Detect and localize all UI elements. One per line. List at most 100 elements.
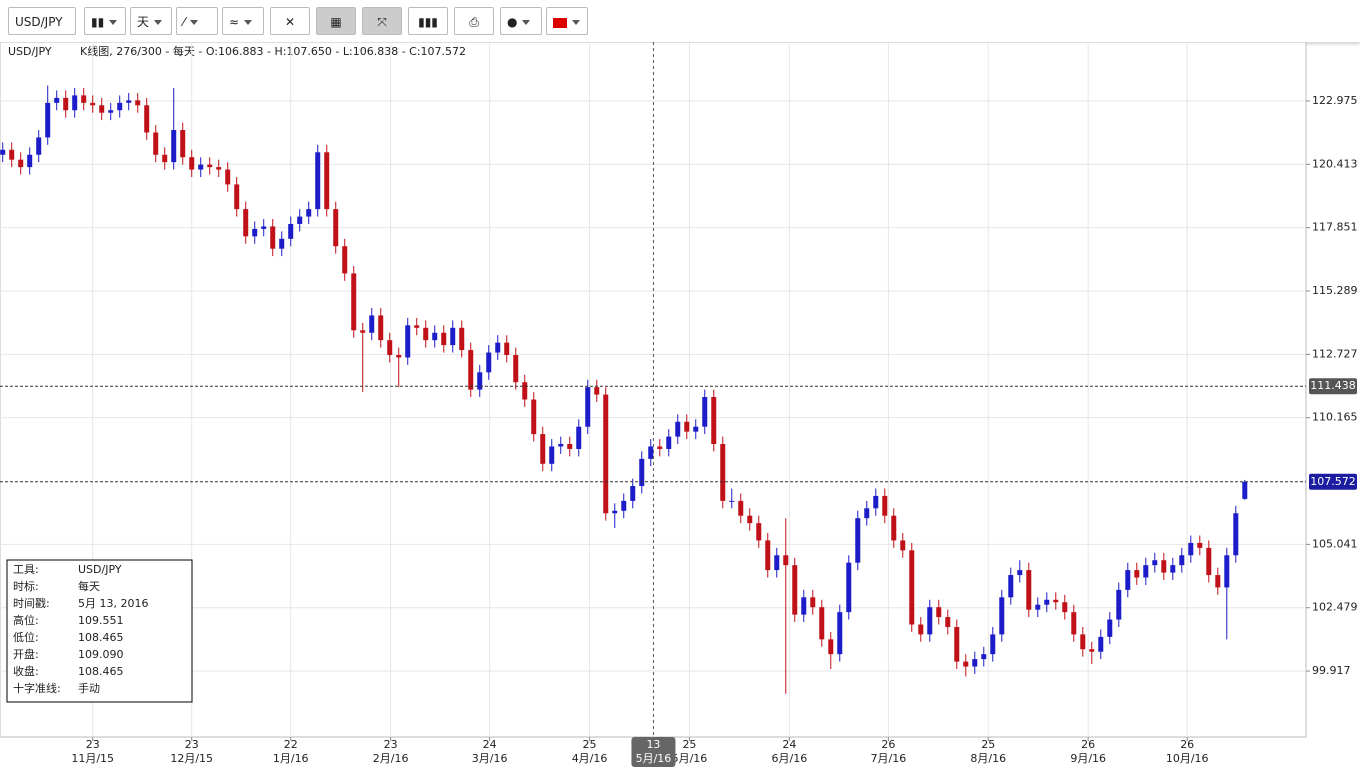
candle-body xyxy=(648,446,654,459)
candle-body xyxy=(369,315,375,333)
candle-body xyxy=(756,523,762,541)
candle-body xyxy=(396,355,402,358)
candle-body xyxy=(126,100,132,103)
chart-type[interactable]: ▮▮ xyxy=(84,7,126,35)
candle-body xyxy=(9,149,15,160)
candle-body xyxy=(576,426,582,449)
candle-body xyxy=(675,421,681,437)
candle-body xyxy=(666,436,672,449)
x-tick-label: 25 xyxy=(583,738,597,751)
info-key: 高位: xyxy=(13,613,39,627)
candle-body xyxy=(1134,570,1140,578)
candle-body xyxy=(342,246,348,274)
period-select[interactable]: 天 xyxy=(130,7,172,35)
candle-body xyxy=(216,167,222,170)
x-tick-label: 23 xyxy=(86,738,100,751)
candle-body xyxy=(441,332,447,346)
period: 天 xyxy=(137,15,150,29)
candle-body xyxy=(936,607,942,618)
chart-header: K线图, 276/300 - 每天 - O:106.883 - H:107.65… xyxy=(80,44,466,58)
candle-body xyxy=(468,350,474,390)
candle-body xyxy=(1053,599,1059,603)
info-value: 108.465 xyxy=(78,631,124,644)
candle-body xyxy=(729,500,735,502)
candle-body xyxy=(531,399,537,435)
language[interactable] xyxy=(546,7,588,35)
y-tick-label: 110.165 xyxy=(1312,411,1358,424)
candle-body xyxy=(963,661,969,667)
candle-body xyxy=(720,444,726,501)
candle-body xyxy=(864,508,870,519)
candle-body xyxy=(225,169,231,185)
info-key: 开盘: xyxy=(13,647,39,661)
candle-body xyxy=(81,95,87,103)
candle-body xyxy=(1035,604,1041,610)
info-value: 109.090 xyxy=(78,648,124,661)
candle-body xyxy=(855,518,861,563)
candle-body xyxy=(828,639,834,655)
crosshair-month: 5月/16 xyxy=(636,752,672,765)
candle-body xyxy=(198,164,204,170)
info-value: 5月 13, 2016 xyxy=(78,597,148,610)
candle-body xyxy=(900,540,906,551)
candle-body xyxy=(1170,565,1176,573)
candle-body xyxy=(1071,612,1077,635)
candle-body xyxy=(1044,599,1050,605)
candle-body xyxy=(207,164,213,168)
y-tick-label: 117.851 xyxy=(1312,221,1358,234)
candle-body xyxy=(432,332,438,341)
candle-body xyxy=(702,397,708,427)
candle-body xyxy=(414,325,420,328)
y-tick-label: 99.917 xyxy=(1312,664,1351,677)
candle-body xyxy=(810,597,816,608)
candle-body xyxy=(558,444,564,447)
candle-body xyxy=(1125,570,1131,590)
candle-body xyxy=(747,515,753,524)
candle-body xyxy=(18,159,24,168)
candle-body xyxy=(180,130,186,158)
info-value: 手动 xyxy=(78,681,100,695)
candle-body xyxy=(1188,542,1194,556)
x-tick-label: 25 xyxy=(682,738,696,751)
symbol-select[interactable]: USD/JPY xyxy=(8,7,76,53)
x-tick-label: 23 xyxy=(384,738,398,751)
candle-body xyxy=(90,102,96,106)
x-tick-month: 9月/16 xyxy=(1070,752,1106,765)
candle-body xyxy=(630,486,636,501)
candle-body xyxy=(1233,513,1239,556)
candle-body xyxy=(684,421,690,432)
y-tick-label: 112.727 xyxy=(1312,347,1358,360)
x-tick-month: 1月/16 xyxy=(273,752,309,765)
crosshair-day: 13 xyxy=(646,738,660,751)
candle-body xyxy=(774,555,780,571)
grid-toggle[interactable]: ▦ xyxy=(316,7,356,35)
candle-body xyxy=(954,626,960,662)
candle-body xyxy=(495,342,501,353)
candle-body xyxy=(378,315,384,341)
clear-all[interactable]: ✕ xyxy=(270,7,310,35)
info-value: 每天 xyxy=(78,579,100,593)
print[interactable]: ⎙ xyxy=(454,7,494,35)
candle-body xyxy=(1089,649,1095,652)
candle-body xyxy=(477,372,483,390)
candle-body xyxy=(945,617,951,627)
x-tick-label: 23 xyxy=(185,738,199,751)
candle-body xyxy=(540,434,546,464)
info-box xyxy=(6,559,193,703)
chart: USD/JPY K线图, 276/300 - 每天 - O:106.883 - … xyxy=(0,42,1358,767)
candle-body xyxy=(45,102,51,138)
candle-body xyxy=(1197,542,1203,548)
x-tick-month: 6月/16 xyxy=(772,752,808,765)
fullscreen[interactable]: ⤧ xyxy=(362,7,402,35)
theme[interactable]: ● xyxy=(500,7,542,35)
x-tick-month: 5月/16 xyxy=(672,752,708,765)
candle-body xyxy=(504,342,510,356)
candle-body xyxy=(999,597,1005,635)
indicator-tool[interactable]: ≈ xyxy=(222,7,264,35)
y-tick-label: 105.041 xyxy=(1312,537,1358,550)
candle-body xyxy=(351,273,357,331)
draw-tool[interactable]: ⁄ xyxy=(176,7,218,35)
volume[interactable]: ▮▮▮ xyxy=(408,7,448,35)
candle-body xyxy=(108,110,114,113)
y-tick-label: 120.413 xyxy=(1312,157,1358,170)
